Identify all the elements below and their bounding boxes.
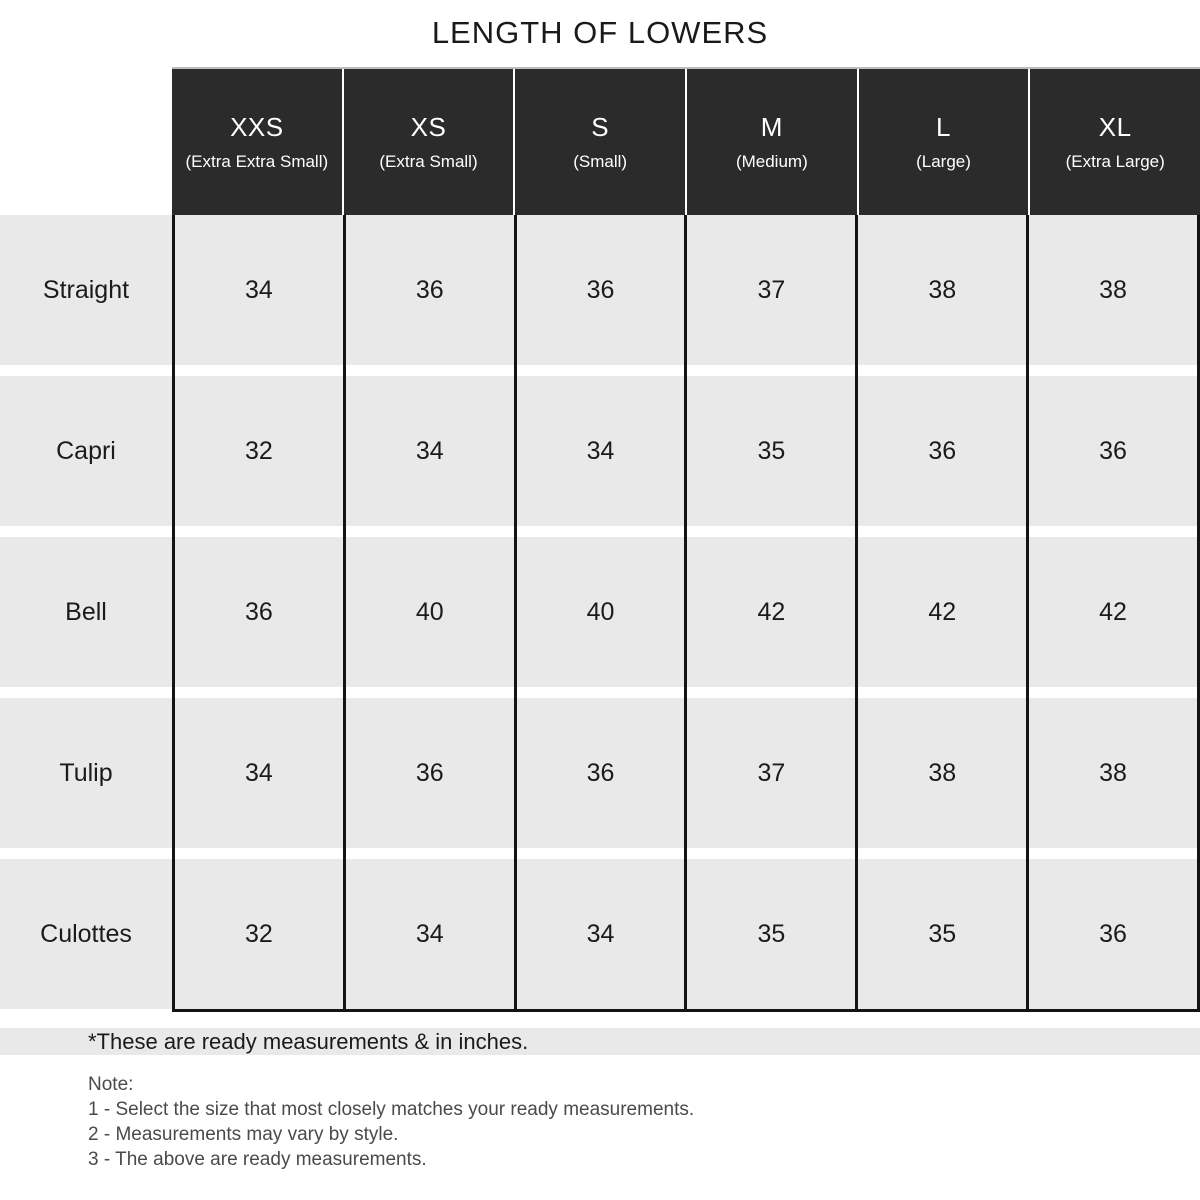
table-cell: 36 [516, 698, 685, 848]
table-header-row: XXS (Extra Extra Small) XS (Extra Small)… [172, 67, 1200, 215]
row-label-column: Straight Capri Bell Tulip Culottes [0, 215, 172, 1012]
table-cell: 42 [687, 537, 856, 687]
table-cell: 37 [687, 698, 856, 848]
note-heading: Note: [88, 1074, 134, 1095]
size-chart-page: LENGTH OF LOWERS XXS (Extra Extra Small)… [0, 15, 1200, 1172]
row-label-straight: Straight [0, 215, 172, 365]
table-cell: 34 [345, 859, 514, 1009]
row-label-tulip: Tulip [0, 698, 172, 848]
table-cell: 36 [1029, 859, 1197, 1009]
table-cell: 35 [687, 376, 856, 526]
value-column-xs: 36 34 40 36 34 [342, 215, 514, 1009]
column-size-fullname: (Extra Extra Small) [185, 152, 329, 171]
table-cell: 40 [516, 537, 685, 687]
column-size-fullname: (Extra Large) [1065, 152, 1165, 171]
value-column-l: 38 36 42 38 35 [855, 215, 1027, 1009]
column-header-m: M (Medium) [687, 69, 857, 215]
column-size-fullname: (Extra Small) [379, 152, 478, 171]
table-cell: 34 [175, 215, 343, 365]
note-item-1: 1 - Select the size that most closely ma… [88, 1099, 695, 1120]
table-cell: 38 [1029, 215, 1197, 365]
value-column-m: 37 35 42 37 35 [684, 215, 856, 1009]
table-cell: 34 [345, 376, 514, 526]
table-cell: 32 [175, 376, 343, 526]
table-cell: 36 [858, 376, 1027, 526]
note-block: Note: 1 - Select the size that most clos… [88, 1072, 1200, 1172]
column-size-label: M [760, 112, 783, 142]
table-cell: 34 [516, 376, 685, 526]
table-cell: 37 [687, 215, 856, 365]
column-size-label: L [936, 112, 951, 142]
table-cell: 36 [345, 698, 514, 848]
table-cell: 36 [175, 537, 343, 687]
column-header-xxs: XXS (Extra Extra Small) [172, 69, 342, 215]
table-cell: 38 [1029, 698, 1197, 848]
column-size-fullname: (Large) [916, 152, 971, 171]
page-title: LENGTH OF LOWERS [431, 15, 769, 50]
table-cell: 40 [345, 537, 514, 687]
table-cell: 38 [858, 698, 1027, 848]
note-item-2: 2 - Measurements may vary by style. [88, 1124, 399, 1145]
table-cell: 35 [858, 859, 1027, 1009]
column-header-l: L (Large) [858, 69, 1029, 215]
column-header-s: S (Small) [515, 69, 686, 215]
value-column-xxs: 34 32 36 34 32 [172, 215, 343, 1009]
column-size-fullname: (Medium) [735, 152, 808, 171]
column-header-xs: XS (Extra Small) [343, 69, 514, 215]
value-columns: 34 32 36 34 32 36 34 40 36 34 36 34 40 [172, 215, 1200, 1012]
column-size-label: S [591, 112, 610, 142]
table-cell: 42 [1029, 537, 1197, 687]
table-cell: 34 [516, 859, 685, 1009]
row-label-bell: Bell [0, 537, 172, 687]
table-cell: 36 [1029, 376, 1197, 526]
footnote-band: *These are ready measurements & in inche… [0, 1028, 1200, 1055]
column-size-label: XXS [230, 112, 284, 142]
row-label-capri: Capri [0, 376, 172, 526]
note-item-3: 3 - The above are ready measurements. [88, 1149, 427, 1170]
table-cell: 32 [175, 859, 343, 1009]
table-cell: 38 [858, 215, 1027, 365]
table-cell: 36 [516, 215, 685, 365]
value-column-xl: 38 36 42 38 36 [1026, 215, 1200, 1009]
row-label-culottes: Culottes [0, 859, 172, 1009]
table-cell: 34 [175, 698, 343, 848]
table-cell: 35 [687, 859, 856, 1009]
value-column-s: 36 34 40 36 34 [513, 215, 685, 1009]
table-cell: 36 [345, 215, 514, 365]
table-body: Straight Capri Bell Tulip Culottes 34 32… [0, 215, 1200, 1012]
size-chart-table: XXS (Extra Extra Small) XS (Extra Small)… [0, 67, 1200, 1012]
footnote-text: *These are ready measurements & in inche… [88, 1028, 529, 1054]
table-cell: 42 [858, 537, 1027, 687]
column-size-fullname: (Small) [573, 152, 628, 171]
column-size-label: XS [410, 112, 447, 142]
column-header-xl: XL (Extra Large) [1030, 69, 1200, 215]
column-size-label: XL [1098, 112, 1132, 142]
